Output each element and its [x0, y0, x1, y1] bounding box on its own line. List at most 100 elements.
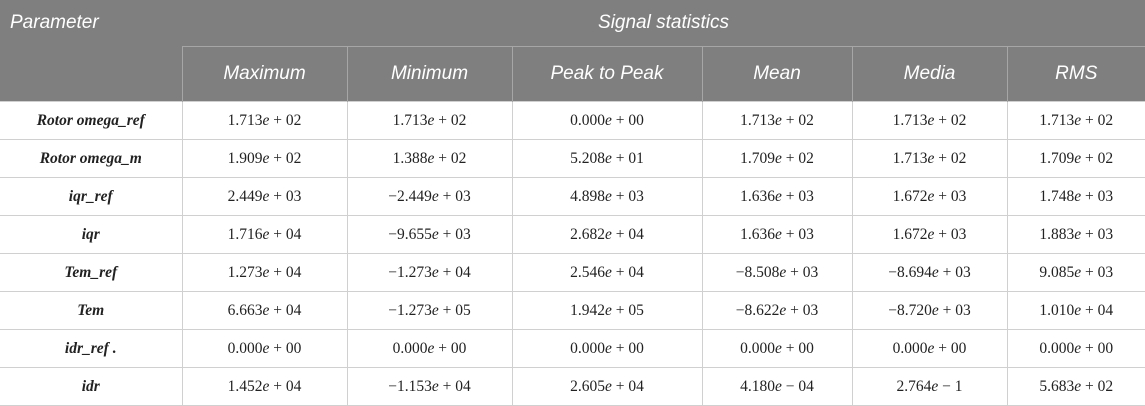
- exponent-symbol: e: [427, 149, 435, 167]
- exponent-symbol: e: [431, 187, 439, 205]
- cell-mantissa: 4.180: [740, 377, 775, 395]
- cell-exponent: + 03: [785, 225, 814, 243]
- exponent-symbol: e: [427, 111, 435, 129]
- table-cell: 0.000e + 00: [851, 329, 1007, 368]
- cell-exponent: + 04: [615, 377, 644, 395]
- cell-exponent: + 03: [938, 225, 967, 243]
- exponent-symbol: e: [927, 149, 935, 167]
- cell-mantissa: 1.942: [570, 301, 605, 319]
- cell-mantissa: −8.508: [735, 263, 780, 281]
- row-label: iqr: [0, 215, 182, 254]
- cell-exponent: + 02: [785, 111, 814, 129]
- exponent-symbol: e: [427, 339, 435, 357]
- cell-mantissa: −1.273: [388, 301, 432, 319]
- exponent-symbol: e: [604, 225, 612, 243]
- cell-mantissa: 1.636: [740, 187, 775, 205]
- cell-mantissa: 1.713: [740, 111, 775, 129]
- cell-exponent: + 02: [938, 111, 967, 129]
- cell-mantissa: 2.764: [896, 377, 932, 395]
- row-label: Rotor omega_ref: [0, 101, 182, 140]
- cell-mantissa: 1.713: [892, 149, 928, 167]
- cell-exponent: + 00: [615, 339, 644, 357]
- cell-exponent: + 03: [942, 263, 971, 281]
- table-cell: −9.655e + 03: [346, 215, 512, 254]
- cell-exponent: + 02: [938, 149, 967, 167]
- exponent-symbol: e: [1074, 111, 1082, 129]
- table-cell: −2.449e + 03: [346, 177, 512, 216]
- table-cell: 1.713e + 02: [701, 101, 852, 140]
- cell-exponent: + 03: [942, 301, 971, 319]
- cell-exponent: + 03: [615, 187, 644, 205]
- signal-statistics-header: Signal statistics: [182, 0, 1145, 47]
- table-cell: −1.153e + 04: [346, 367, 512, 406]
- cell-mantissa: 2.605: [570, 377, 605, 395]
- table-cell: 1.636e + 03: [701, 177, 852, 216]
- table-row: idr_ref . 0.000e + 00 0.000e + 00 0.000e + …: [0, 329, 1145, 368]
- table-cell: 0.000e + 00: [1006, 329, 1145, 368]
- exponent-symbol: e: [262, 187, 270, 205]
- row-label: idr_ref .: [0, 329, 182, 368]
- cell-mantissa: 2.449: [227, 187, 263, 205]
- cell-exponent: + 04: [273, 263, 302, 281]
- cell-exponent: + 03: [785, 187, 814, 205]
- exponent-symbol: e: [1074, 301, 1082, 319]
- cell-exponent: + 02: [273, 149, 302, 167]
- exponent-symbol: e: [774, 149, 782, 167]
- cell-mantissa: 0.000: [392, 339, 428, 357]
- table-body: Rotor omega_ref 1.713e + 02 1.713e + 02 0.0…: [0, 101, 1145, 406]
- cell-exponent: + 04: [273, 301, 302, 319]
- cell-exponent: + 03: [1085, 187, 1114, 205]
- table-cell: 1.636e + 03: [701, 215, 852, 254]
- row-label: Rotor omega_m: [0, 139, 182, 178]
- table-cell: 1.010e + 04: [1006, 291, 1145, 330]
- exponent-symbol: e: [779, 263, 787, 281]
- exponent-symbol: e: [1074, 377, 1082, 395]
- cell-exponent: + 02: [438, 149, 467, 167]
- table-cell: 1.388e + 02: [346, 139, 512, 178]
- exponent-symbol: e: [774, 187, 782, 205]
- table-header: Parameter Signal statistics Maximum Mini…: [0, 0, 1145, 102]
- exponent-symbol: e: [927, 339, 935, 357]
- cell-mantissa: 0.000: [1039, 339, 1075, 357]
- table-cell: 2.546e + 04: [511, 253, 702, 292]
- exponent-symbol: e: [931, 301, 939, 319]
- cell-mantissa: −1.273: [388, 263, 432, 281]
- table-cell: 1.942e + 05: [511, 291, 702, 330]
- cell-mantissa: 5.208: [570, 149, 605, 167]
- table-row: Rotor omega_m 1.909e + 02 1.388e + 02 5.208…: [0, 139, 1145, 178]
- cell-exponent: + 05: [615, 301, 644, 319]
- table-cell: 1.748e + 03: [1006, 177, 1145, 216]
- cell-mantissa: 1.010: [1039, 301, 1075, 319]
- row-label: iqr_ref: [0, 177, 182, 216]
- cell-exponent: + 04: [442, 263, 471, 281]
- table-cell: 1.452e + 04: [181, 367, 347, 406]
- cell-exponent: + 00: [615, 111, 644, 129]
- table-cell: 2.682e + 04: [511, 215, 702, 254]
- exponent-symbol: e: [604, 301, 612, 319]
- exponent-symbol: e: [604, 111, 612, 129]
- cell-mantissa: 1.672: [892, 225, 928, 243]
- exponent-symbol: e: [431, 301, 439, 319]
- exponent-symbol: e: [262, 225, 270, 243]
- cell-exponent: + 03: [1085, 263, 1114, 281]
- table-row: Tem_ref 1.273e + 04 −1.273e + 04 2.546e + 0…: [0, 253, 1145, 292]
- exponent-symbol: e: [604, 149, 612, 167]
- exponent-symbol: e: [927, 111, 935, 129]
- table-cell: −1.273e + 04: [346, 253, 512, 292]
- table-cell: 0.000e + 00: [511, 329, 702, 368]
- exponent-symbol: e: [262, 339, 270, 357]
- table-cell: 1.709e + 02: [701, 139, 852, 178]
- table-cell: −8.508e + 03: [701, 253, 852, 292]
- column-header-mean: Mean: [701, 46, 852, 102]
- cell-mantissa: 2.682: [570, 225, 605, 243]
- cell-mantissa: 1.713: [392, 111, 428, 129]
- exponent-symbol: e: [1074, 225, 1082, 243]
- table-cell: 0.000e + 00: [701, 329, 852, 368]
- cell-exponent: + 00: [1085, 339, 1114, 357]
- cell-mantissa: 1.273: [227, 263, 263, 281]
- cell-exponent: − 1: [942, 377, 963, 395]
- exponent-symbol: e: [604, 187, 612, 205]
- table-cell: −8.720e + 03: [851, 291, 1007, 330]
- cell-exponent: + 00: [438, 339, 467, 357]
